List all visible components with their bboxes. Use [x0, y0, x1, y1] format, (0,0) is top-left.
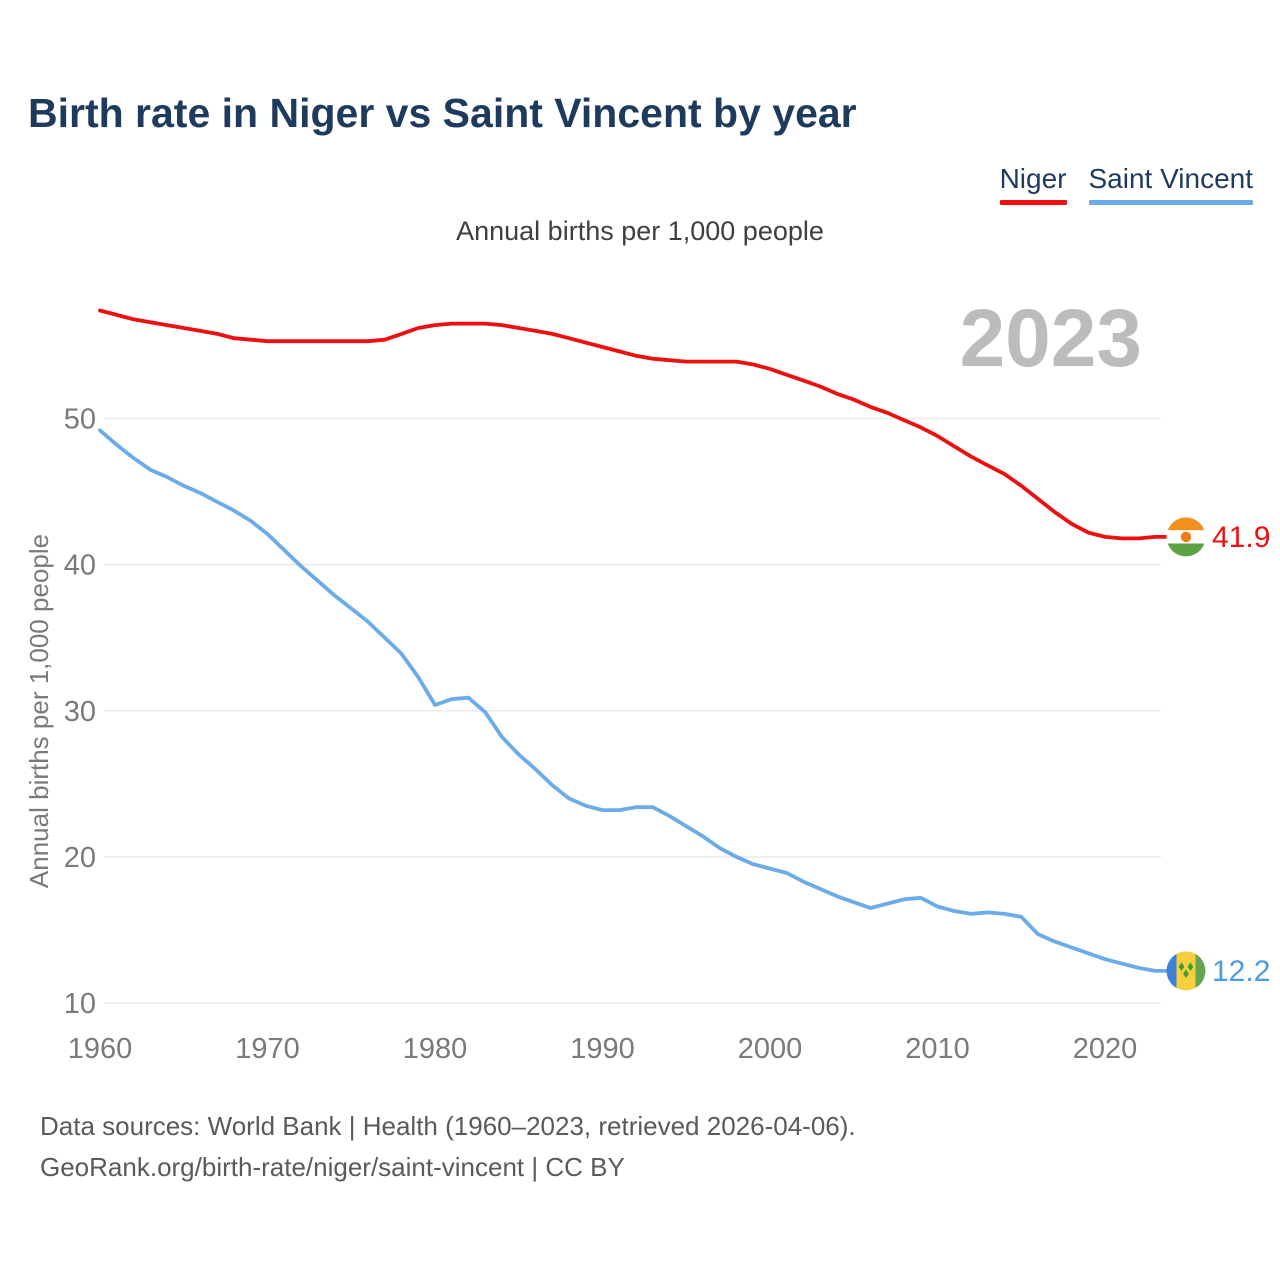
watermark-year: 2023: [960, 293, 1142, 384]
x-tick-label-1960: 1960: [68, 1033, 133, 1065]
legend: Niger Saint Vincent: [999, 163, 1254, 205]
page-title: Birth rate in Niger vs Saint Vincent by …: [28, 90, 857, 136]
x-tick-label-2000: 2000: [738, 1033, 803, 1065]
x-tick-label-1980: 1980: [403, 1033, 468, 1065]
legend-color-bar-niger: [999, 200, 1067, 205]
x-tick-label-2010: 2010: [905, 1033, 970, 1065]
footer-sources: Data sources: World Bank | Health (1960–…: [40, 1111, 856, 1141]
y-tick-label-40: 40: [64, 550, 96, 582]
legend-color-bar-saint-vincent: [1088, 200, 1253, 205]
y-tick-label-10: 10: [64, 988, 96, 1020]
x-tick-label-2020: 2020: [1073, 1033, 1138, 1065]
chart-subtitle: Annual births per 1,000 people: [456, 216, 824, 246]
saint-vincent-line: [98, 428, 1170, 973]
grid-layer: 10 20 30 40 50 1960 1970 1980 1990 2000 2010 2020: [64, 404, 1161, 1065]
legend-label-niger: Niger: [999, 163, 1067, 194]
legend-label-saint-vincent: Saint Vincent: [1088, 163, 1254, 194]
series-layer: [98, 308, 1170, 973]
y-tick-label-30: 30: [64, 696, 96, 728]
niger-line: [98, 308, 1170, 541]
x-tick-label-1990: 1990: [570, 1033, 635, 1065]
footer: Data sources: World Bank | Health (1960–…: [40, 1106, 856, 1188]
saint-vincent-end-value: 12.2: [1212, 955, 1270, 988]
legend-item-saint-vincent[interactable]: Saint Vincent: [1088, 163, 1254, 205]
legend-item-niger[interactable]: Niger: [999, 163, 1067, 205]
x-tick-label-1970: 1970: [235, 1033, 300, 1065]
footer-attribution: GeoRank.org/birth-rate/niger/saint-vince…: [40, 1152, 625, 1182]
y-tick-label-50: 50: [64, 404, 96, 436]
y-tick-label-20: 20: [64, 842, 96, 874]
niger-flag-icon: [1166, 517, 1206, 557]
niger-end-value: 41.9: [1212, 521, 1270, 554]
saint-vincent-flag-icon: [1166, 951, 1206, 991]
y-axis-title: Annual births per 1,000 people: [24, 534, 54, 888]
